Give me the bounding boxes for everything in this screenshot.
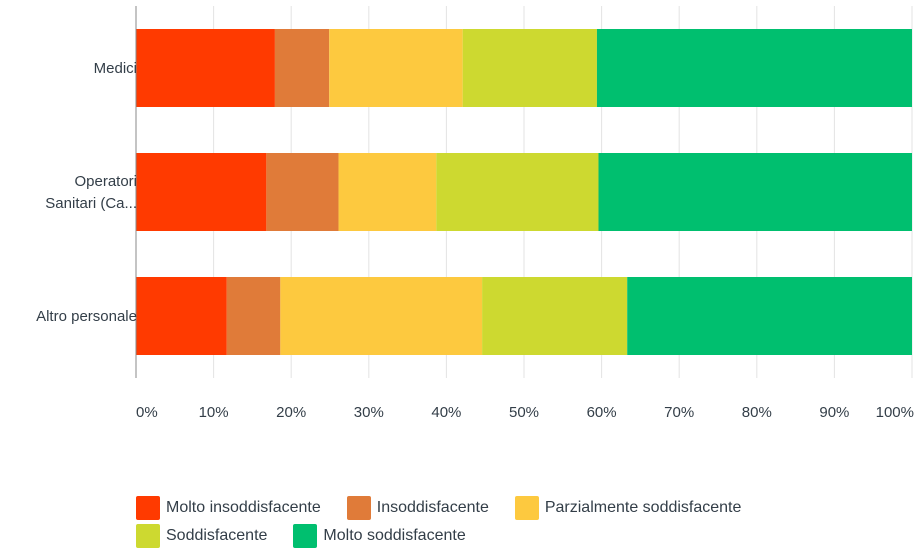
category-label-line: Sanitari (Ca... [45,195,137,212]
stacked-bar-chart: Medici Operatori Sanitari (Ca... Altro pers… [36,6,914,421]
legend-item: Parzialmente soddisfacente [514,496,742,520]
bar-segment [136,277,227,355]
legend-label: Parzialmente soddisfacente [544,499,742,516]
x-tick-label: 10% [199,404,229,421]
category-label-line: Operatori [74,173,137,190]
category-labels: Medici Operatori Sanitari (Ca... Altro pers… [36,60,137,325]
x-tick-label: 30% [354,404,384,421]
legend-item: Soddisfacente [136,524,267,548]
category-label-line: Altro personale [36,308,137,325]
bar-segment [266,153,339,231]
legend-swatch [346,496,371,520]
bars [136,29,912,355]
x-tick-label: 80% [742,404,772,421]
legend-swatch [293,524,318,548]
bar-segment [226,277,281,355]
x-tick-label: 90% [819,404,849,421]
legend-swatch [136,496,160,520]
x-tick-label: 60% [587,404,617,421]
bar-segment [598,153,912,231]
bar-segment [338,153,437,231]
legend-label: Soddisfacente [166,527,268,544]
legend-label: Molto insoddisfacente [166,499,321,516]
legend-label: Insoddisfacente [376,499,489,516]
bar-segment [627,277,912,355]
x-tick-label: 40% [431,404,461,421]
x-tick-label: 100% [876,404,914,421]
x-tick-labels: 0% 10% 20% 30% 40% 50% 60% 70% 80% 90% 100% [136,404,914,421]
category-label: Altro personale [36,308,137,325]
bar-segment [596,29,912,107]
bar-segment [482,277,628,355]
legend-swatch [514,496,539,520]
bar-segment [274,29,330,107]
legend-item: Molto soddisfacente [293,524,466,548]
legend: Molto insoddisfacente Insoddisfacente Pa… [136,494,896,550]
x-tick-label: 20% [276,404,306,421]
bar-segment [136,153,267,231]
bar-segment [136,29,275,107]
x-tick-label: 50% [509,404,539,421]
legend-item: Insoddisfacente [346,496,489,520]
x-tick-label: 0% [136,404,158,421]
category-label: Medici [94,60,137,77]
bar-segment [280,277,483,355]
x-tick-label: 70% [664,404,694,421]
legend-label: Molto soddisfacente [323,527,466,544]
legend-item: Molto insoddisfacente [136,496,321,520]
bar-segment [462,29,597,107]
bar-segment [329,29,463,107]
legend-row: Molto insoddisfacente Insoddisfacente Pa… [136,494,896,522]
bar-segment [436,153,599,231]
category-label-line: Medici [94,60,137,77]
legend-swatch [136,524,160,548]
legend-row: Soddisfacente Molto soddisfacente [136,522,896,550]
category-label: Operatori Sanitari (Ca... [45,173,137,212]
